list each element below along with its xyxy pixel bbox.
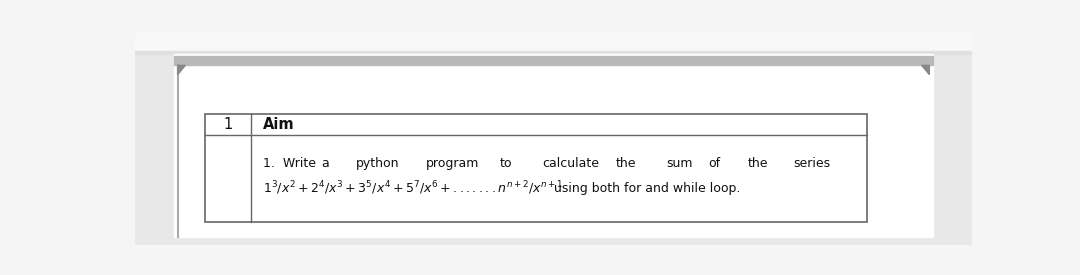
Text: program: program	[426, 157, 480, 170]
Text: 1: 1	[224, 117, 232, 132]
Polygon shape	[921, 65, 930, 75]
Text: the: the	[747, 157, 768, 170]
Bar	[174, 54, 933, 237]
Text: a: a	[321, 157, 328, 170]
Text: series: series	[794, 157, 831, 170]
Text: 1.  Write: 1. Write	[262, 157, 315, 170]
Polygon shape	[177, 65, 186, 75]
Bar	[174, 56, 933, 65]
Text: sum: sum	[666, 157, 692, 170]
Text: the: the	[616, 157, 636, 170]
Bar	[205, 114, 867, 222]
Text: using both for and while loop.: using both for and while loop.	[550, 182, 740, 195]
Bar	[135, 33, 972, 52]
Text: $1^3/x^2+2^4/x^3+3^5/x^4+5^7/x^6+.......n^{n+2}/x^{n+1}$: $1^3/x^2+2^4/x^3+3^5/x^4+5^7/x^6+.......…	[262, 180, 564, 197]
Text: Aim: Aim	[262, 117, 295, 132]
Text: python: python	[356, 157, 400, 170]
Text: to: to	[499, 157, 512, 170]
Bar	[135, 51, 972, 54]
Text: of: of	[708, 157, 720, 170]
Text: calculate: calculate	[542, 157, 599, 170]
